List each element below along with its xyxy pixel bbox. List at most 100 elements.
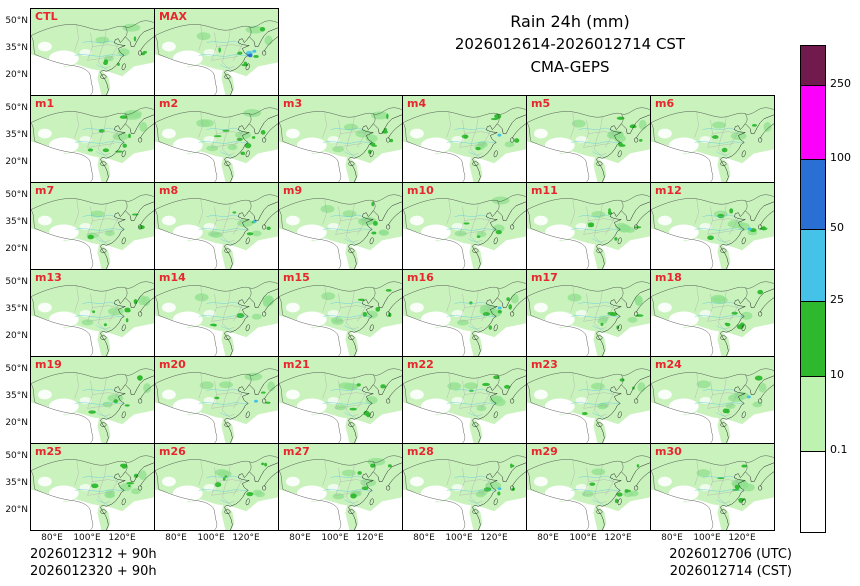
panel-label: m2	[159, 97, 179, 110]
map-svg	[31, 357, 154, 443]
y-tick-label: 50°N	[5, 450, 28, 461]
y-tick-label: 20°N	[5, 69, 28, 80]
map-svg	[403, 270, 526, 356]
x-tick-label: 80°E	[537, 533, 559, 543]
map-panel: m6	[650, 95, 775, 183]
map-panel: m14	[154, 269, 279, 357]
panel-label: m1	[35, 97, 55, 110]
y-tick-label: 35°N	[5, 390, 28, 401]
x-tick-label: 120°E	[604, 533, 632, 543]
map-panel: m21	[278, 356, 403, 444]
map-panel: m27	[278, 443, 403, 531]
y-tick-label: 20°N	[5, 417, 28, 428]
map-panel: m22	[402, 356, 527, 444]
y-tick-label: 50°N	[5, 102, 28, 113]
map-panel: m7	[30, 182, 155, 270]
map-panel: m9	[278, 182, 403, 270]
map-svg	[155, 270, 278, 356]
x-tick-label: 100°E	[445, 533, 473, 543]
map-panel: m17	[526, 269, 651, 357]
panel-label: m29	[531, 445, 558, 458]
map-svg	[155, 444, 278, 530]
x-tick-label: 80°E	[41, 533, 63, 543]
title-model: CMA-GEPS	[530, 58, 610, 76]
map-svg	[403, 183, 526, 269]
colorbar-tick-label: 100	[830, 151, 851, 164]
footer-valid-line1: 2026012706 (UTC)	[669, 547, 792, 562]
panel-label: m13	[35, 271, 62, 284]
x-tick-label: 120°E	[728, 533, 756, 543]
map-svg	[31, 183, 154, 269]
panel-label: m11	[531, 184, 558, 197]
map-svg	[527, 270, 650, 356]
map-panel: m2	[154, 95, 279, 183]
x-tick-label: 80°E	[289, 533, 311, 543]
panel-label: CTL	[35, 10, 58, 23]
colorbar	[800, 45, 826, 533]
map-svg	[403, 96, 526, 182]
panel-label: m14	[159, 271, 186, 284]
panel-label: m10	[407, 184, 434, 197]
colorbar-tick-label: 25	[830, 293, 844, 306]
map-panel: m8	[154, 182, 279, 270]
map-panel: m1	[30, 95, 155, 183]
colorbar-segment	[801, 85, 825, 159]
x-tick-label: 120°E	[232, 533, 260, 543]
map-panel: CTL	[30, 8, 155, 96]
colorbar-segment	[801, 376, 825, 451]
colorbar-segment	[801, 229, 825, 301]
footer-init-line2: 2026012320 + 90h	[30, 564, 157, 579]
map-panel: m15	[278, 269, 403, 357]
footer-valid-line2: 2026012714 (CST)	[669, 564, 792, 579]
panel-label: m25	[35, 445, 62, 458]
map-svg	[279, 183, 402, 269]
x-tick-label: 120°E	[480, 533, 508, 543]
panel-label: m9	[283, 184, 303, 197]
map-svg	[651, 183, 774, 269]
colorbar-segment	[801, 46, 825, 85]
panel-label: m21	[283, 358, 310, 371]
map-panel: m30	[650, 443, 775, 531]
footer-init-line1: 2026012312 + 90h	[30, 547, 157, 562]
map-panel: m16	[402, 269, 527, 357]
y-tick-label: 35°N	[5, 303, 28, 314]
x-tick-label: 120°E	[108, 533, 136, 543]
map-svg	[651, 270, 774, 356]
map-panel: m25	[30, 443, 155, 531]
map-panel: m18	[650, 269, 775, 357]
map-panel: m3	[278, 95, 403, 183]
panel-label: m3	[283, 97, 303, 110]
x-tick-label: 80°E	[165, 533, 187, 543]
map-panel: m11	[526, 182, 651, 270]
map-panel: m4	[402, 95, 527, 183]
colorbar-tick-label: 10	[830, 368, 844, 381]
map-svg	[31, 444, 154, 530]
colorbar-segment	[801, 301, 825, 376]
y-tick-label: 35°N	[5, 129, 28, 140]
map-panel: m13	[30, 269, 155, 357]
panel-label: m27	[283, 445, 310, 458]
y-tick-label: 50°N	[5, 363, 28, 374]
panel-label: m12	[655, 184, 682, 197]
map-svg	[279, 444, 402, 530]
map-svg	[403, 444, 526, 530]
panel-label: m20	[159, 358, 186, 371]
y-tick-label: 50°N	[5, 189, 28, 200]
map-panel: m28	[402, 443, 527, 531]
map-panel: m26	[154, 443, 279, 531]
x-tick-label: 100°E	[693, 533, 721, 543]
panel-label: MAX	[159, 10, 187, 23]
figure-title: Rain 24h (mm) 2026012614-2026012714 CST …	[340, 10, 800, 79]
map-panel: m24	[650, 356, 775, 444]
panel-label: m19	[35, 358, 62, 371]
map-svg	[155, 96, 278, 182]
colorbar-segment	[801, 159, 825, 229]
colorbar-tick-label: 250	[830, 77, 851, 90]
x-tick-label: 120°E	[356, 533, 384, 543]
map-svg	[279, 96, 402, 182]
panel-label: m16	[407, 271, 434, 284]
map-svg	[155, 9, 278, 95]
map-svg	[527, 444, 650, 530]
y-tick-label: 35°N	[5, 42, 28, 53]
x-tick-label: 80°E	[661, 533, 683, 543]
